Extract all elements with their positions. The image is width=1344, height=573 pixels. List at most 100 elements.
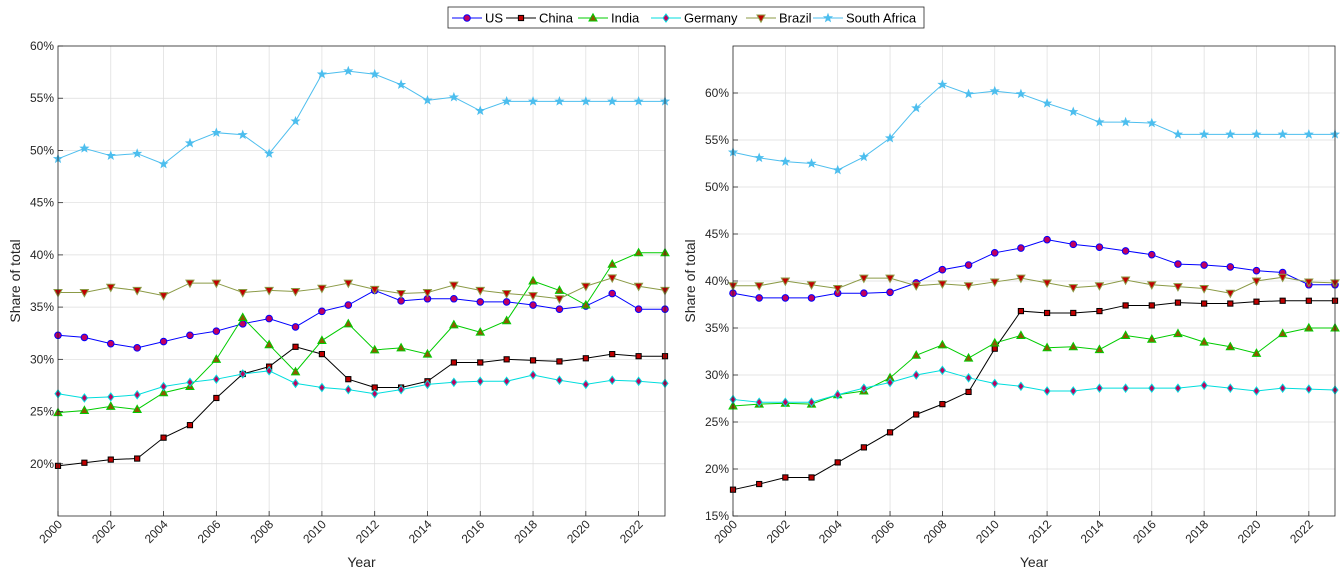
data-point-south-africa [963,88,974,99]
data-point-south-africa [580,96,591,106]
data-point-germany [991,378,999,389]
y-tick-label: 35% [705,321,729,335]
legend-item-south-africa: South Africa [813,11,917,26]
data-point-brazil [105,283,116,293]
data-point-germany [186,377,194,388]
data-point-south-africa [1199,129,1210,139]
x-tick-label: 2012 [1025,517,1054,546]
data-point-us [186,331,194,340]
data-point-brazil [633,282,644,292]
y-tick-label: 25% [30,405,54,419]
data-point-brazil [1277,273,1288,283]
x-tick-label: 2022 [1287,517,1316,546]
data-point-india [1016,330,1026,340]
data-point-china [160,434,167,441]
data-point-brazil [554,295,565,304]
y-axis-label: Share of total [682,239,698,322]
series-line-china [57,346,665,467]
data-point-brazil [158,292,169,301]
data-point-south-africa [554,96,565,106]
y-tick-label: 50% [705,180,729,194]
y-tick-label: 50% [30,143,54,157]
data-point-china [1017,307,1025,315]
data-point-brazil [1173,283,1183,292]
data-point-india [963,352,974,362]
data-point-south-africa [858,151,869,162]
x-tick-label: 2006 [195,517,224,546]
data-point-china [1122,302,1129,309]
data-point-south-africa [1225,129,1236,139]
legend-marker-china [517,14,525,22]
data-point-brazil [989,278,1000,288]
data-point-brazil [580,282,591,292]
data-point-china [1070,309,1077,317]
data-point-south-africa [316,68,327,79]
data-point-china [292,343,299,350]
data-point-brazil [449,281,459,291]
data-point-us [318,307,326,316]
right-line-chart: 15%20%25%30%35%40%45%50%55%60%2000 2002 20… [682,45,1341,570]
data-point-china [450,359,457,366]
data-point-brazil [832,285,843,294]
data-point-china [1201,300,1208,307]
data-point-south-africa [264,148,275,158]
data-point-us [159,337,168,346]
data-point-south-africa [754,152,765,163]
data-point-germany [1148,383,1156,393]
y-tick-label: 25% [705,415,729,429]
data-point-brazil [1042,279,1052,289]
series-line-china [732,300,1335,491]
data-point-india [580,299,591,309]
data-point-germany [423,379,432,390]
data-point-germany [450,377,458,388]
data-point-brazil [343,279,354,289]
grid [57,45,665,516]
data-point-us [886,288,894,297]
x-tick-label: 2008 [921,517,950,546]
data-point-india [1199,336,1209,346]
data-point-china [1253,298,1260,305]
data-point-germany [1279,383,1287,393]
data-point-india [132,404,143,413]
data-point-us [938,265,947,274]
legend-label: Brazil [779,11,812,26]
data-point-india [290,366,301,376]
data-point-brazil [963,282,974,291]
data-point-germany [1043,386,1051,396]
data-point-south-africa [1172,129,1184,139]
data-point-germany [964,372,973,383]
data-point-us [608,289,617,298]
legend-item-china: China [506,11,574,26]
data-point-india [264,339,274,349]
data-point-germany [755,397,763,408]
data-point-brazil [607,274,618,284]
x-tick-label: 2016 [1130,517,1159,546]
data-point-us [106,339,115,348]
data-point-germany [781,397,789,408]
data-point-us [80,333,89,342]
data-point-india [501,315,512,325]
data-point-us [502,298,511,306]
data-point-south-africa [290,115,301,126]
data-point-germany [476,376,484,387]
data-point-south-africa [422,94,433,105]
data-point-china [477,359,484,366]
legend-box [447,6,925,29]
data-point-china [345,376,352,383]
x-axis-label: Year [347,554,376,570]
data-point-india [633,247,644,257]
data-point-south-africa [237,129,248,140]
data-point-india [475,326,486,336]
data-point-south-africa [448,91,459,102]
series-line-brazil [733,276,1336,294]
data-point-india [422,348,433,358]
data-point-us [1017,244,1025,252]
data-point-brazil [754,282,765,291]
data-point-brazil [475,286,486,296]
data-point-germany [1305,384,1313,394]
data-point-us [1121,247,1130,255]
x-tick-label: 2020 [1235,517,1264,546]
data-point-germany [239,369,247,379]
data-point-india [1173,328,1183,338]
x-tick-label: 2000 [36,517,65,546]
